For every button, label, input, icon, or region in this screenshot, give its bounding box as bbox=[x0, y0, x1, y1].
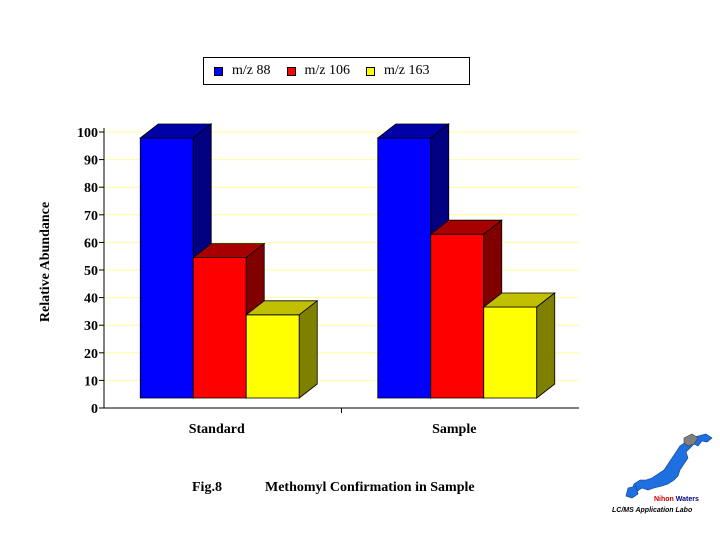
legend-label-mz88: m/z 88 bbox=[232, 63, 271, 78]
japan-map-shape bbox=[631, 433, 713, 493]
y-tick-label: 40 bbox=[84, 292, 98, 307]
logo-brand: Nihon Waters bbox=[654, 496, 699, 503]
bar-mz88-standard bbox=[139, 137, 194, 399]
japan-map-logo bbox=[625, 433, 713, 499]
figure-number: Fig.8 bbox=[192, 480, 222, 495]
bar-side-face bbox=[536, 292, 556, 399]
y-tick-label: 0 bbox=[91, 402, 98, 417]
legend-label-mz106: m/z 106 bbox=[304, 63, 351, 78]
y-tick-label: 50 bbox=[84, 264, 98, 279]
legend-item-mz163: m/z 163 bbox=[366, 63, 430, 79]
kyushu-shape bbox=[625, 485, 639, 499]
legend-swatch-mz88 bbox=[214, 66, 223, 76]
bar-mz106-standard bbox=[192, 257, 247, 399]
bar-mz163-standard bbox=[245, 314, 300, 399]
axes bbox=[99, 128, 579, 413]
bar-mz88-sample bbox=[377, 137, 432, 399]
legend-item-mz88: m/z 88 bbox=[214, 63, 271, 79]
y-tick-label: 20 bbox=[84, 347, 98, 362]
bar-mz106-sample bbox=[430, 233, 485, 399]
y-tick-label: 90 bbox=[84, 154, 98, 169]
bar-side-face bbox=[298, 299, 318, 399]
y-tick-label: 100 bbox=[77, 126, 98, 141]
tick-labels: 0 10 20 30 40 50 60 70 80 90 100 Standard Sample bbox=[77, 126, 476, 437]
y-tick-label: 80 bbox=[84, 181, 98, 196]
y-tick-label: 10 bbox=[84, 374, 98, 389]
logo-subtitle: LC/MS Application Labo bbox=[612, 507, 693, 514]
legend-label-mz163: m/z 163 bbox=[384, 63, 430, 78]
figure-caption-text: Methomyl Confirmation in Sample bbox=[265, 480, 475, 495]
legend: m/z 88 m/z 106 m/z 163 bbox=[203, 57, 470, 85]
legend-swatch-mz163 bbox=[366, 66, 375, 76]
legend-swatch-mz106 bbox=[286, 66, 296, 76]
bar-mz163-sample bbox=[483, 306, 538, 399]
legend-item-mz106: m/z 106 bbox=[286, 63, 351, 79]
x-category-label: Sample bbox=[432, 422, 476, 437]
hokkaido-shape bbox=[683, 433, 699, 447]
y-tick-label: 70 bbox=[84, 209, 98, 224]
logo-brand-nihon: Nihon bbox=[654, 496, 674, 503]
y-axis-label: Relative Abundance bbox=[38, 201, 53, 323]
bars bbox=[139, 123, 556, 399]
x-category-label: Standard bbox=[189, 422, 245, 437]
y-tick-label: 60 bbox=[84, 236, 98, 251]
y-tick-label: 30 bbox=[84, 319, 98, 334]
logo-brand-waters: Waters bbox=[675, 496, 699, 503]
